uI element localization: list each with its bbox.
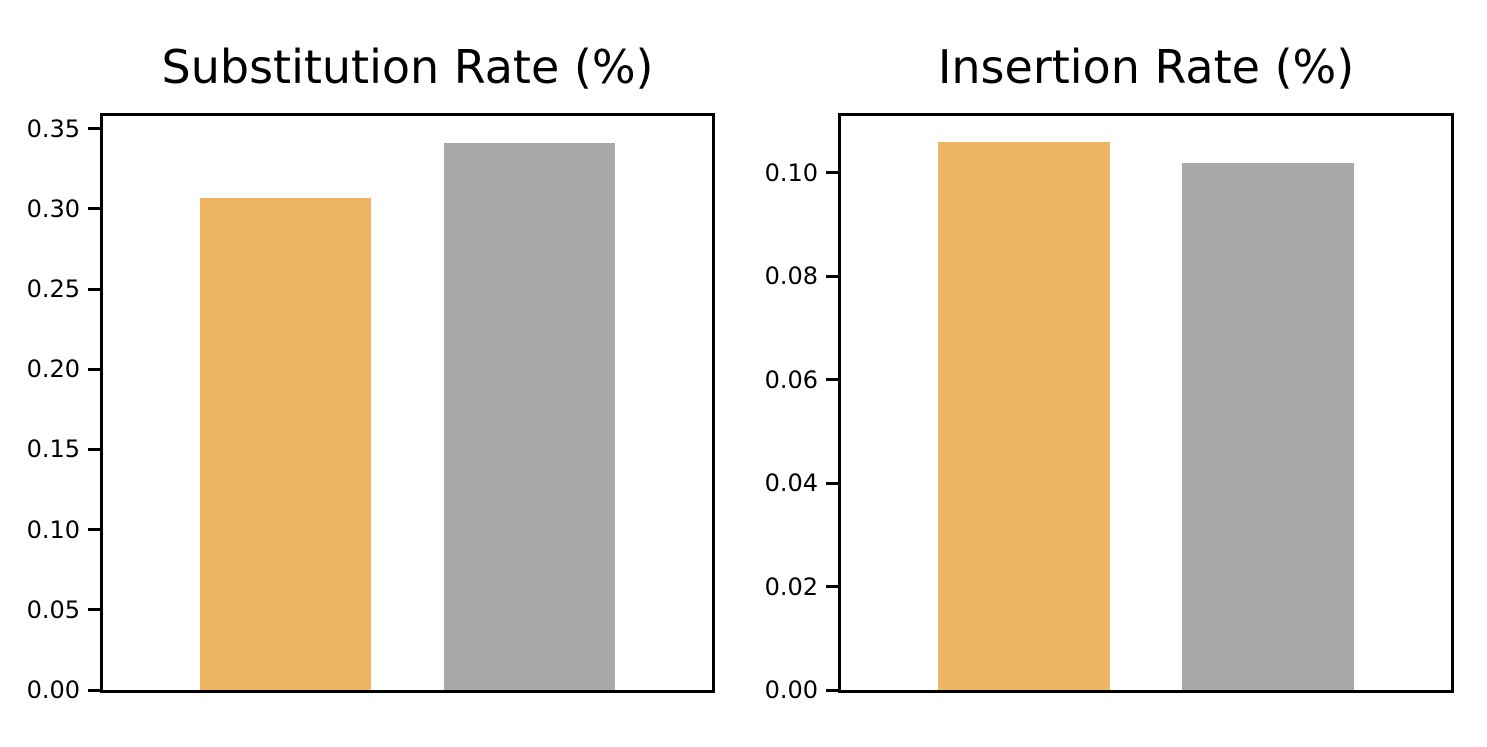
ytick-label: 0.00 [764,676,818,704]
ytick-label: 0.25 [26,275,80,304]
plot-area-substitution [100,113,715,693]
chart-title-substitution: Substitution Rate (%) [161,40,654,94]
ytick-mark [826,688,838,692]
ytick-label: 0.08 [764,262,818,291]
ytick-mark [88,127,100,131]
ytick-mark [88,688,100,692]
ytick-label: 0.06 [764,365,818,394]
ytick-mark [88,447,100,451]
ytick-label: 0.10 [26,515,80,544]
ytick-label: 0.05 [26,595,80,624]
ytick-label: 0.30 [26,194,80,223]
ytick-label: 0.10 [764,158,818,187]
ytick-mark [826,274,838,278]
ytick-mark [88,207,100,211]
ytick-label: 0.02 [764,572,818,601]
ytick-mark [826,171,838,175]
ytick-mark [88,608,100,612]
bar-gray [1182,162,1354,690]
ytick-mark [826,378,838,382]
ytick-mark [826,481,838,485]
ytick-label: 0.00 [26,676,80,704]
ytick-label: 0.04 [764,469,818,498]
plot-area-insertion [838,113,1454,693]
ytick-label: 0.20 [26,355,80,384]
chart-title-insertion: Insertion Rate (%) [937,40,1355,94]
bar-gray [443,143,615,690]
ytick-mark [88,528,100,532]
ytick-mark [88,287,100,291]
ytick-mark [88,367,100,371]
ytick-label: 0.15 [26,435,80,464]
bar-orange [938,141,1110,690]
ytick-mark [826,585,838,589]
bar-orange [200,197,372,690]
ytick-label: 0.35 [26,114,80,143]
